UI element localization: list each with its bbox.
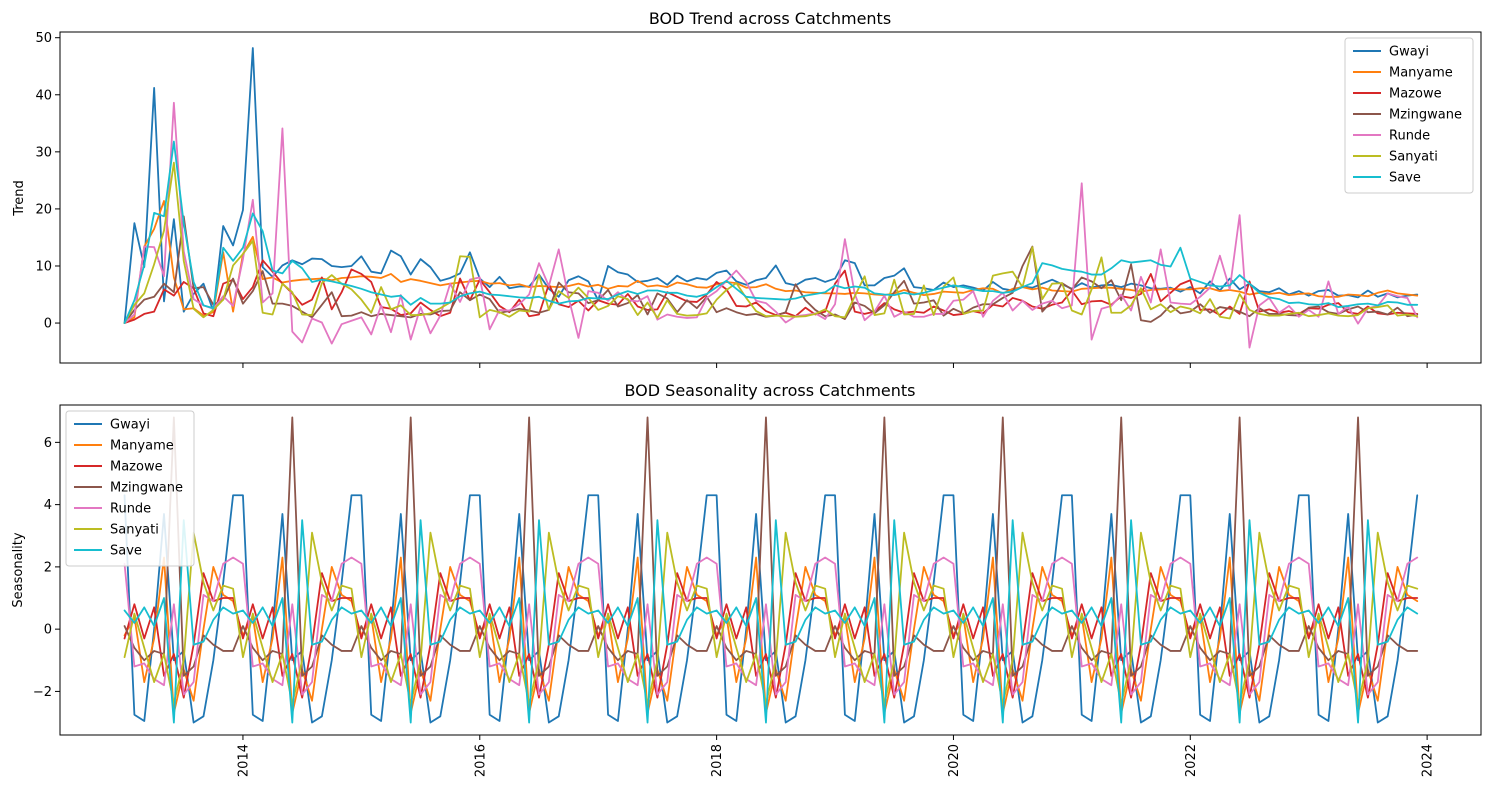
legend-label-manyame: Manyame — [1389, 66, 1453, 81]
series-line-save — [123, 519, 1419, 724]
x-tick-label: 2018 — [710, 744, 725, 777]
seasonality-plot-area — [123, 416, 1419, 724]
legend-label-mazowe: Mazowe — [110, 460, 163, 475]
y-tick-label: −2 — [33, 685, 52, 700]
legend-label-manyame: Manyame — [110, 439, 174, 454]
y-tick-label: 6 — [44, 436, 52, 451]
series-line-mazowe — [123, 572, 1419, 699]
legend-label-gwayi: Gwayi — [1389, 45, 1429, 60]
series-line-gwayi — [123, 47, 1419, 324]
legend-label-sanyati: Sanyati — [1389, 150, 1438, 165]
legend-box — [1344, 37, 1474, 194]
legend-label-mazowe: Mazowe — [1389, 87, 1442, 102]
series-line-runde — [123, 101, 1419, 349]
trend-axes: 0 10 20 30 40 50 — [35, 31, 1482, 368]
y-tick-label: 30 — [35, 145, 52, 160]
legend-label-mzingwane: Mzingwane — [1389, 108, 1462, 123]
y-tick-label: 40 — [35, 88, 52, 103]
y-tick-label: 20 — [35, 202, 52, 217]
series-line-sanyati — [123, 161, 1419, 324]
trend-legend: Gwayi Manyame Mazowe Mzingwane Runde Sanyati S… — [1344, 37, 1474, 194]
seasonality-legend: Gwayi Manyame Mazowe Mzingwane Runde Sanyati S… — [65, 410, 195, 567]
y-tick-label: 0 — [44, 623, 52, 638]
series-line-runde — [123, 556, 1419, 696]
legend-box — [65, 410, 195, 567]
x-tick-label: 2014 — [236, 744, 251, 777]
legend-label-save: Save — [110, 544, 142, 559]
seasonality-panel: BOD Seasonality across Catchments Season… — [11, 381, 1482, 777]
series-line-mzingwane — [123, 416, 1419, 677]
axes-frame — [59, 31, 1482, 364]
seasonality-y-axis-label: Seasonality — [11, 532, 26, 607]
series-line-save — [123, 140, 1419, 324]
trend-y-axis-label: Trend — [12, 180, 27, 217]
trend-panel: BOD Trend across Catchments Trend 0 10 20 3… — [12, 9, 1482, 368]
seasonality-axes: −2 0 2 4 6 2014 2016 2018 2020 2022 2024 — [33, 404, 1482, 777]
legend-label-save: Save — [1389, 171, 1421, 186]
y-tick-label: 2 — [44, 560, 52, 575]
series-line-manyame — [123, 200, 1419, 324]
trend-chart-title: BOD Trend across Catchments — [649, 9, 891, 28]
y-tick-label: 0 — [44, 317, 52, 332]
x-tick-label: 2022 — [1184, 744, 1199, 777]
y-tick-label: 50 — [35, 31, 52, 46]
legend-label-runde: Runde — [110, 502, 151, 517]
y-tick-label: 4 — [44, 498, 52, 513]
legend-label-runde: Runde — [1389, 129, 1430, 144]
legend-label-gwayi: Gwayi — [110, 418, 150, 433]
x-tick-label: 2024 — [1421, 744, 1436, 777]
axes-frame — [59, 404, 1482, 736]
y-tick-label: 10 — [35, 259, 52, 274]
legend-label-sanyati: Sanyati — [110, 523, 159, 538]
x-tick-label: 2016 — [473, 744, 488, 777]
seasonality-chart-title: BOD Seasonality across Catchments — [624, 381, 915, 400]
x-tick-label: 2020 — [947, 744, 962, 777]
trend-plot-area — [123, 47, 1419, 349]
legend-label-mzingwane: Mzingwane — [110, 481, 183, 496]
